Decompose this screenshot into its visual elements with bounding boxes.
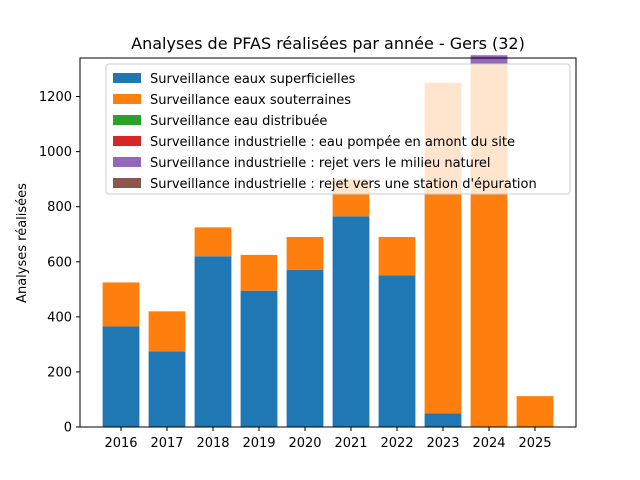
legend-swatch — [113, 94, 141, 104]
bar-2017-series-0 — [148, 351, 186, 427]
y-tick-label: 0 — [64, 421, 72, 436]
x-tick-label: 2020 — [288, 436, 321, 451]
bar-2016-series-0 — [102, 326, 140, 427]
y-tick-label: 400 — [47, 310, 72, 325]
legend-label: Surveillance industrielle : rejet vers l… — [150, 156, 491, 171]
y-tick-label: 200 — [47, 365, 72, 380]
bar-2017-series-1 — [148, 311, 186, 352]
bar-2025-series-1 — [516, 396, 554, 427]
legend-label: Surveillance eaux superficielles — [150, 72, 356, 87]
x-tick-label: 2024 — [472, 436, 505, 451]
y-tick-label: 1200 — [39, 90, 72, 105]
legend-swatch — [113, 178, 141, 188]
legend-label: Surveillance eau distribuée — [150, 114, 327, 129]
x-tick-label: 2016 — [104, 436, 137, 451]
y-tick-label: 1000 — [39, 145, 72, 160]
plot-frame — [79, 57, 577, 428]
legend-swatch — [113, 136, 141, 146]
y-tick-label: 600 — [47, 255, 72, 270]
legend-box — [105, 63, 571, 195]
legend-swatch — [113, 73, 141, 83]
bar-2018-series-0 — [194, 256, 232, 427]
bar-2022-series-0 — [378, 275, 416, 427]
x-tick-label: 2023 — [426, 436, 459, 451]
x-tick-label: 2022 — [380, 436, 413, 451]
bar-2023-series-0 — [424, 413, 462, 427]
legend: Surveillance eaux superficielles Surveill… — [105, 63, 571, 195]
bar-2020-series-0 — [286, 270, 324, 427]
x-tick-label: 2019 — [242, 436, 275, 451]
bar-2022-series-1 — [378, 236, 416, 276]
legend-label: Surveillance eaux souterraines — [150, 93, 351, 108]
legend-label: Surveillance industrielle : rejet vers u… — [150, 177, 537, 192]
x-tick-label: 2017 — [150, 436, 183, 451]
x-tick-label: 2021 — [334, 436, 367, 451]
x-tick-label: 2018 — [196, 436, 229, 451]
y-axis-label: Analyses réalisées — [15, 183, 30, 303]
bar-2016-series-1 — [102, 282, 140, 327]
x-tick-label: 2025 — [518, 436, 551, 451]
legend-label: Surveillance industrielle : eau pompée e… — [150, 135, 515, 150]
bar-2018-series-1 — [194, 227, 232, 257]
chart-title: Analyses de PFAS réalisées par année - G… — [131, 34, 525, 53]
axes-layer: 0 200 400 600 800 1000 1200 2016 2017 2018 2019 202… — [39, 57, 577, 451]
legend-swatch — [113, 157, 141, 167]
bar-2019-series-0 — [240, 290, 278, 427]
bar-2024-series-4 — [470, 55, 508, 64]
bar-2021-series-0 — [332, 216, 370, 427]
bar-2020-series-1 — [286, 236, 324, 271]
y-tick-label: 800 — [47, 200, 72, 215]
legend-swatch — [113, 115, 141, 125]
bar-2019-series-1 — [240, 254, 278, 291]
